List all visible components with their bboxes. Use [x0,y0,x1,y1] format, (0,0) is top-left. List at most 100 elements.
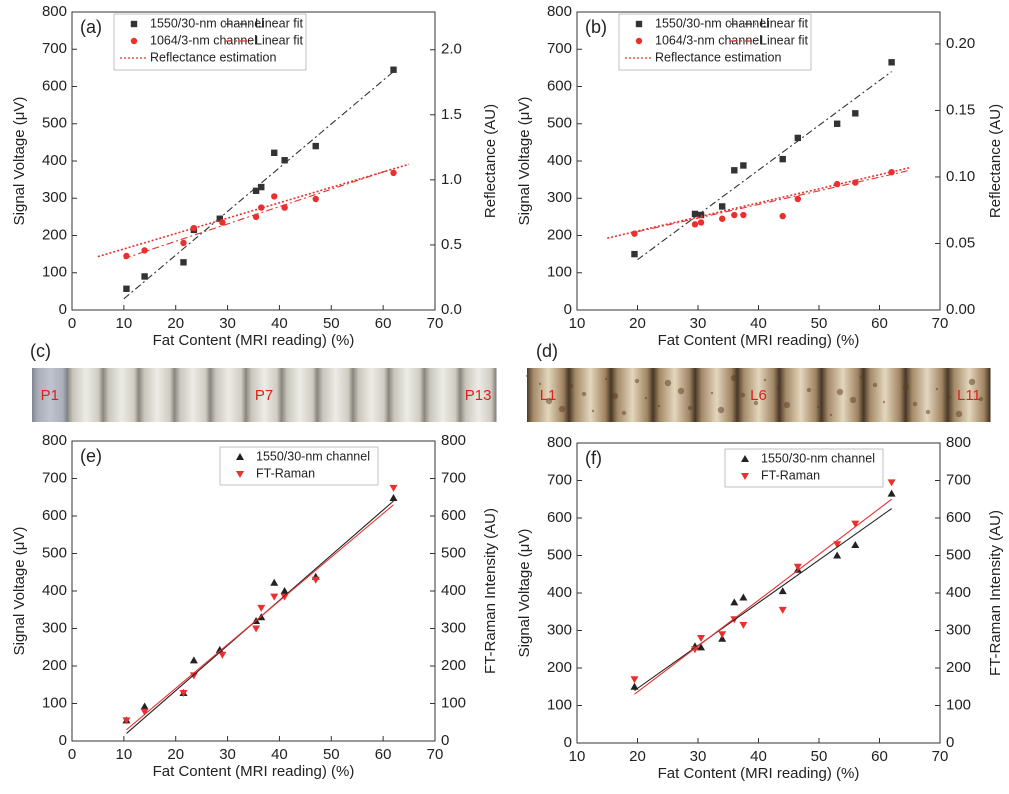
cylinder [246,368,283,422]
x-tick-label: 20 [629,315,646,332]
speck [604,377,608,381]
legend-swatch [130,37,138,45]
x-tick-label: 50 [323,315,340,332]
y-tick-label: 300 [547,189,572,206]
x-tick-label: 40 [271,746,288,763]
marker [740,162,747,169]
x-tick-label: 40 [750,315,767,332]
legend-label: Linear fit [255,16,303,30]
marker [631,250,638,258]
marker [851,520,860,528]
panel-label: (f) [585,448,602,468]
y-tick-label: 400 [42,582,67,599]
x-tick-label: 20 [167,315,184,332]
speck [525,374,529,378]
y2-tick-label: 300 [946,621,971,638]
marker [793,563,802,571]
y-tick-label: 0 [59,732,67,749]
speck [710,391,714,395]
y-tick-label: 500 [42,544,67,561]
marker [851,541,860,548]
x-tick-label: 10 [116,746,133,763]
fit-line [607,166,910,239]
x-tick-label: 70 [427,315,444,332]
speck [935,387,939,391]
y2-axis-label: FT-Raman Intensity (AU) [482,508,499,674]
speck [591,409,595,413]
y-tick-label: 500 [547,115,572,132]
y-tick-label: 800 [42,3,67,20]
x-tick-label: 0 [68,315,76,332]
marker [180,259,187,266]
marker [140,702,149,710]
y-tick-label: 600 [547,77,572,94]
cylinder [424,368,461,422]
y-tick-label: 500 [547,546,572,563]
marker [390,169,397,177]
marker [833,551,842,559]
speck [581,391,587,397]
speck [968,378,976,386]
y2-tick-label: 0.5 [441,236,462,253]
y-tick-label: 700 [42,40,67,57]
y2-tick-label: 0.00 [946,301,975,318]
legend-swatch [741,455,749,462]
x-tick-label: 10 [569,748,586,765]
photo-strip: (d) L1 L6 L11 [525,341,991,422]
legend-label: Linear fit [760,16,808,30]
fit-line [637,169,910,233]
fit-line [123,71,394,300]
y2-tick-label: 1.0 [441,171,462,188]
speck [717,406,725,414]
marker [731,167,738,174]
cylinder [139,368,176,422]
y-tick-label: 300 [42,619,67,636]
marker [690,646,699,654]
x-tick-label: 50 [811,315,828,332]
y2-axis-label: FT-Raman Intensity (AU) [987,510,1004,676]
y-tick-label: 400 [42,152,67,169]
cylinder [779,368,823,422]
marker [189,656,198,664]
marker [141,273,148,280]
marker [888,168,895,176]
marker [739,593,748,601]
sample-label: L11 [957,387,981,404]
marker [180,239,187,247]
x-tick-label: 10 [569,315,586,332]
y-tick-label: 200 [547,226,572,243]
y-tick-label: 100 [42,694,67,711]
marker [731,211,738,219]
y-tick-label: 500 [42,115,67,132]
y2-tick-label: 600 [946,509,971,526]
y-tick-label: 800 [42,432,67,449]
marker [271,149,278,157]
y2-tick-label: 800 [441,432,466,449]
marker [833,541,842,549]
x-tick-label: 60 [375,746,392,763]
legend-label: FT-Raman [761,468,820,482]
speck [657,404,661,408]
panel-label: (a) [80,17,102,37]
speck [978,396,984,402]
speck [763,378,767,382]
y2-tick-label: 0.20 [946,35,975,52]
y2-tick-label: 2.0 [441,41,462,58]
y-tick-label: 0 [564,734,572,751]
cylinder [210,368,247,422]
marker [697,211,705,219]
legend-label: Linear fit [255,33,303,47]
y-tick-label: 300 [547,621,572,638]
speck [558,405,566,413]
marker [718,631,727,639]
y2-tick-label: 300 [441,619,466,636]
x-tick-label: 20 [629,748,646,765]
y2-tick-label: 0.15 [946,101,975,118]
panel-label: (c) [30,341,51,361]
y-tick-label: 100 [42,264,67,281]
marker [270,578,279,586]
marker [258,183,265,191]
y-tick-label: 300 [42,189,67,206]
